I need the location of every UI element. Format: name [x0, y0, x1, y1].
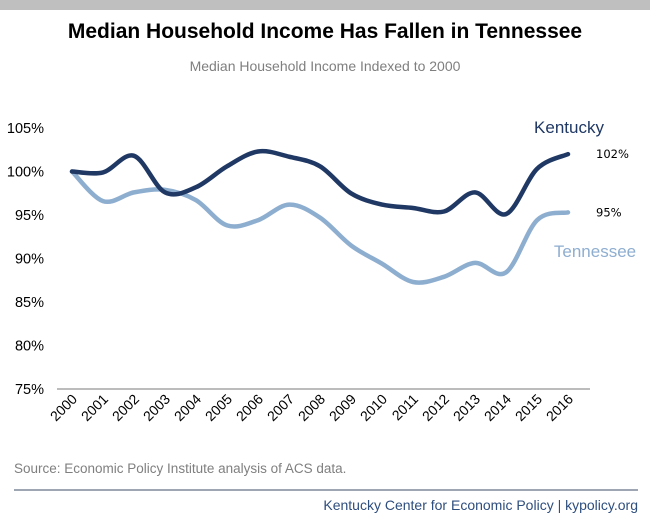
chart-subtitle: Median Household Income Indexed to 2000: [189, 58, 461, 74]
series-name-kentucky: Kentucky: [534, 118, 604, 137]
source-note: Source: Economic Policy Institute analys…: [14, 461, 347, 476]
x-tick-label: 2002: [109, 391, 142, 424]
end-value-label-kentucky: 102%: [596, 147, 629, 161]
x-axis-ticks: 2000200120022003200420052006200720082009…: [47, 391, 576, 424]
y-tick-label: 100%: [7, 165, 44, 181]
end-value-label-tennessee: 95%: [596, 205, 622, 219]
y-tick-label: 85%: [15, 295, 44, 311]
chart-title: Median Household Income Has Fallen in Te…: [67, 20, 583, 43]
x-tick-label: 2013: [450, 391, 483, 424]
x-tick-label: 2005: [202, 391, 235, 424]
series-line-kentucky: [69, 148, 571, 217]
y-tick-label: 90%: [15, 252, 44, 268]
x-tick-label: 2006: [233, 391, 266, 424]
line-chart: 75% 80% 85% 90% 95% 100% 105% 2000200120022003…: [7, 118, 636, 424]
x-tick-label: 2000: [47, 391, 80, 424]
top-border: [0, 0, 650, 10]
footer-divider: [14, 489, 638, 491]
footer-credit: Kentucky Center for Economic Policy | ky…: [323, 497, 638, 513]
x-tick-label: 2010: [357, 391, 390, 424]
series-labels: Tennessee 95% Kentucky 102%: [534, 118, 636, 261]
x-tick-label: 2003: [140, 391, 173, 424]
series-lines: [69, 148, 571, 285]
series-name-tennessee: Tennessee: [554, 242, 636, 261]
x-tick-label: 2016: [543, 391, 576, 424]
x-tick-label: 2015: [512, 391, 545, 424]
series-line-tennessee: [69, 169, 571, 285]
x-tick-label: 2007: [264, 391, 297, 424]
x-tick-label: 2008: [295, 391, 328, 424]
x-tick-label: 2014: [481, 391, 514, 424]
x-tick-label: 2011: [389, 391, 422, 424]
y-tick-label: 95%: [15, 208, 44, 224]
x-tick-label: 2012: [419, 391, 452, 424]
y-tick-label: 80%: [15, 339, 44, 355]
y-axis-ticks: 75% 80% 85% 90% 95% 100% 105%: [7, 121, 44, 398]
y-tick-label: 75%: [15, 382, 44, 398]
x-tick-label: 2009: [326, 391, 359, 424]
y-tick-label: 105%: [7, 121, 44, 137]
x-tick-label: 2001: [78, 391, 111, 424]
x-tick-label: 2004: [171, 391, 204, 424]
